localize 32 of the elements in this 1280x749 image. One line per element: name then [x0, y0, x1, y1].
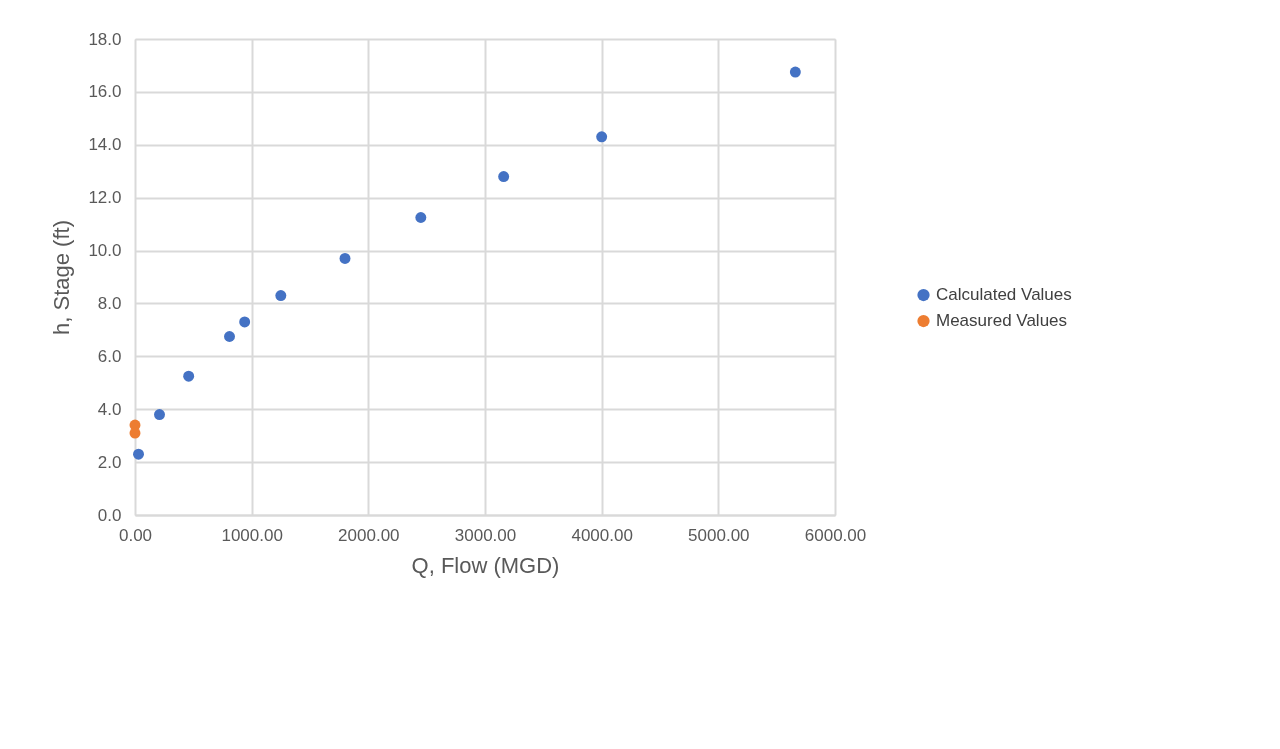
y-tick-label: 10.0 [88, 241, 122, 261]
point [154, 409, 165, 420]
y-tick-label: 0.0 [97, 505, 122, 525]
x-tick-label: 4000.00 [571, 525, 633, 545]
y-tick-label: 8.0 [97, 293, 122, 313]
x-tick-label: 0.00 [118, 525, 153, 545]
point [339, 253, 351, 264]
legend-label: Calculated Values [936, 285, 1072, 305]
point [415, 212, 427, 223]
point [275, 290, 287, 301]
x-tick-label: 6000.00 [804, 525, 867, 545]
point [498, 171, 510, 182]
y-tick-label: 2.0 [97, 452, 122, 472]
point [239, 316, 251, 328]
y-tick-label: 14.0 [88, 135, 122, 155]
point [789, 66, 801, 78]
x-tick-label: 2000.00 [338, 525, 400, 545]
y-tick-label: 6.0 [97, 346, 122, 366]
x-tick-label: 5000.00 [688, 525, 750, 545]
legend-label: Measured Values [936, 311, 1068, 331]
y-axis-title: h, Stage (ft) [49, 220, 75, 335]
point [596, 131, 608, 143]
y-tick-label: 4.0 [97, 399, 122, 419]
point [224, 331, 235, 342]
point [183, 370, 195, 382]
y-tick-label: 16.0 [88, 82, 122, 102]
x-tick-label: 1000.00 [221, 525, 283, 545]
x-axis-title: Q, Flow (MGD) [411, 552, 560, 578]
x-tick-label: 3000.00 [454, 525, 517, 545]
y-tick-label: 12.0 [88, 188, 122, 208]
y-tick-label: 18.0 [88, 29, 122, 49]
point [133, 448, 144, 460]
